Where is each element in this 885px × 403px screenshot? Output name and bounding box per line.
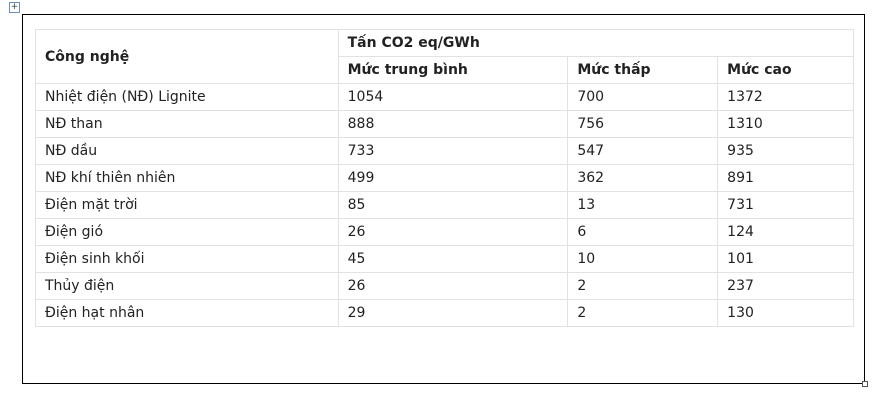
cell: 29: [337, 299, 569, 327]
cell: 13: [567, 191, 719, 219]
frame: [22, 14, 865, 384]
table: Công nghệ Tấn CO2 eq/GWh Mức trung bình …: [35, 29, 855, 327]
cell: 26: [337, 218, 569, 246]
cell: 1054: [337, 83, 569, 111]
data-row: NĐ dầu 733 547 935: [35, 137, 854, 165]
data-row: NĐ than 888 756 1310: [35, 110, 854, 138]
cell: 85: [337, 191, 569, 219]
cell: NĐ than: [35, 110, 339, 138]
resize-handle[interactable]: [862, 381, 868, 387]
cell: 733: [337, 137, 569, 165]
cell: 547: [567, 137, 719, 165]
cell: NĐ khí thiên nhiên: [35, 164, 339, 192]
cell: 700: [567, 83, 719, 111]
data-row: Điện hạt nhân 29 2 130: [35, 299, 854, 327]
cell: 888: [337, 110, 569, 138]
cell: Thủy điện: [35, 272, 339, 300]
cell: 101: [717, 245, 854, 273]
header-cell: Mức cao: [717, 56, 854, 84]
cell: 10: [567, 245, 719, 273]
header-cell: Công nghệ: [35, 29, 339, 84]
data-row: NĐ khí thiên nhiên 499 362 891: [35, 164, 854, 192]
cell: 130: [717, 299, 854, 327]
header-row: Mức trung bình Mức thấp Mức cao: [36, 56, 854, 84]
move-handle[interactable]: +: [9, 2, 20, 13]
header-cell: Mức thấp: [567, 56, 719, 84]
cell: 26: [337, 272, 569, 300]
cell: 362: [567, 164, 719, 192]
cell: Nhiệt điện (NĐ) Lignite: [35, 83, 339, 111]
cell: 1372: [717, 83, 854, 111]
cell: 45: [337, 245, 569, 273]
cell: 237: [717, 272, 854, 300]
cell: 124: [717, 218, 854, 246]
cell: Điện gió: [35, 218, 339, 246]
cell: Điện mặt trời: [35, 191, 339, 219]
data-row: Điện gió 26 6 124: [35, 218, 854, 246]
cell: 499: [337, 164, 569, 192]
cell: 756: [567, 110, 719, 138]
header-cell: Tấn CO2 eq/GWh: [337, 29, 855, 57]
header-row: Công nghệ Tấn CO2 eq/GWh: [35, 29, 855, 84]
cell: 2: [567, 272, 719, 300]
table-body: Công nghệ Tấn CO2 eq/GWh Mức trung bình …: [35, 29, 855, 327]
data-row: Điện mặt trời 85 13 731: [35, 191, 854, 219]
data-row: Điện sinh khối 45 10 101: [35, 245, 854, 273]
header-cell: Mức trung bình: [337, 56, 569, 84]
data-row: Thủy điện 26 2 237: [35, 272, 854, 300]
data-row: Nhiệt điện (NĐ) Lignite 1054 700 1372: [35, 83, 854, 111]
cell: Điện sinh khối: [35, 245, 339, 273]
cell: 891: [717, 164, 854, 192]
cell: 1310: [717, 110, 854, 138]
cell: 2: [567, 299, 719, 327]
cell: 731: [717, 191, 854, 219]
cell: Điện hạt nhân: [35, 299, 339, 327]
cell: 935: [717, 137, 854, 165]
cell: 6: [567, 218, 719, 246]
cell: NĐ dầu: [35, 137, 339, 165]
